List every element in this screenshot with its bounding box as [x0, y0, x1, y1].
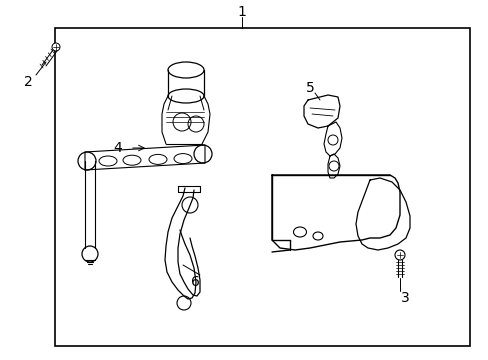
- Ellipse shape: [168, 89, 203, 103]
- Text: 5: 5: [305, 81, 314, 95]
- Bar: [55, 28, 469, 346]
- Text: 2: 2: [23, 75, 32, 89]
- Text: 1: 1: [237, 5, 246, 19]
- Text: 6: 6: [190, 275, 199, 289]
- Circle shape: [394, 250, 404, 260]
- Circle shape: [82, 246, 98, 262]
- Circle shape: [78, 152, 96, 170]
- Ellipse shape: [168, 62, 203, 78]
- Circle shape: [52, 43, 60, 51]
- Text: 3: 3: [400, 291, 408, 305]
- Circle shape: [194, 145, 212, 163]
- Text: 4: 4: [113, 141, 122, 155]
